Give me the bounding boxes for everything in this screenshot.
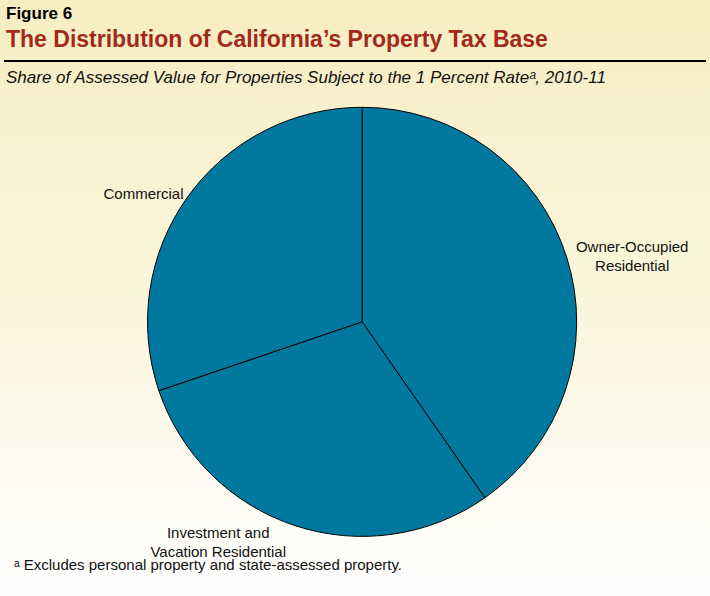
svg-text:Owner-OccupiedResidential: Owner-OccupiedResidential <box>576 238 689 275</box>
svg-text:Commercial: Commercial <box>103 185 183 202</box>
html-text:The Distribution of California: The Distribution of California’s Propert… <box>6 26 548 52</box>
html-text:ᵃ Excludes personal property a: ᵃ Excludes personal property and state-a… <box>14 556 402 573</box>
html-text:Share of Assessed Value for Pr: Share of Assessed Value for Properties S… <box>6 68 606 87</box>
html-text:Figure 6: Figure 6 <box>6 4 73 23</box>
svg-text:Investment andVacation Residen: Investment andVacation Residential <box>150 524 286 561</box>
